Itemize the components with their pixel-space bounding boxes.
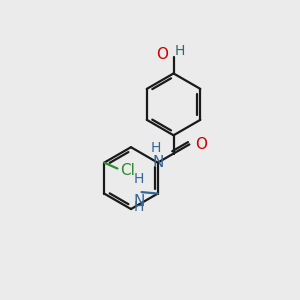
Text: O: O: [195, 137, 207, 152]
Text: N: N: [134, 194, 145, 208]
Text: O: O: [156, 47, 168, 62]
Text: N: N: [152, 155, 164, 170]
Text: H: H: [175, 44, 185, 58]
Text: H: H: [151, 141, 161, 155]
Text: H: H: [134, 200, 144, 214]
Text: H: H: [134, 172, 144, 186]
Text: Cl: Cl: [120, 163, 135, 178]
